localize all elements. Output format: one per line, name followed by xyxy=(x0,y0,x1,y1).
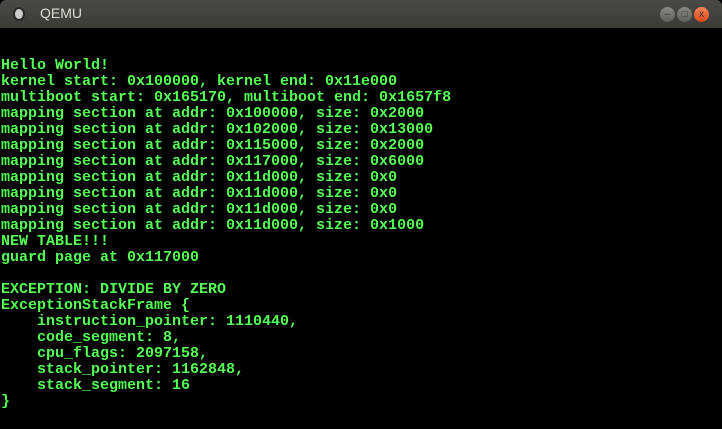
console-line: mapping section at addr: 0x11d000, size:… xyxy=(1,217,425,234)
console-line: Hello World! xyxy=(1,57,110,74)
window-title: QEMU xyxy=(40,5,82,21)
console-line: ExceptionStackFrame { xyxy=(1,297,191,314)
console-line xyxy=(1,266,451,282)
console-line: mapping section at addr: 0x115000, size:… xyxy=(1,137,425,154)
console-line: mapping section at addr: 0x11d000, size:… xyxy=(1,201,398,218)
close-button[interactable]: x xyxy=(694,7,709,22)
maximize-button[interactable]: □ xyxy=(677,7,692,22)
console-line: kernel start: 0x100000, kernel end: 0x11… xyxy=(1,73,398,90)
console-line: stack_segment: 16 xyxy=(1,377,191,394)
minimize-button[interactable]: – xyxy=(660,7,675,22)
console-line: multiboot start: 0x165170, multiboot end… xyxy=(1,89,452,106)
console-line: mapping section at addr: 0x100000, size:… xyxy=(1,105,425,122)
console-line: EXCEPTION: DIVIDE BY ZERO xyxy=(1,281,227,298)
console-line: cpu_flags: 2097158, xyxy=(1,345,209,362)
console-line: NEW TABLE!!! xyxy=(1,233,110,250)
console-line: guard page at 0x117000 xyxy=(1,249,200,266)
vm-screen[interactable]: Hello World! kernel start: 0x100000, kern… xyxy=(0,28,722,429)
console-output: Hello World! kernel start: 0x100000, kern… xyxy=(1,58,451,410)
console-line: mapping section at addr: 0x102000, size:… xyxy=(1,121,434,138)
title-bar[interactable]: QEMU – □ x xyxy=(0,0,722,28)
qemu-app-icon xyxy=(15,9,23,19)
console-line: } xyxy=(1,393,11,410)
console-line: stack_pointer: 1162848, xyxy=(1,361,245,378)
console-line: mapping section at addr: 0x11d000, size:… xyxy=(1,185,398,202)
console-line: mapping section at addr: 0x11d000, size:… xyxy=(1,169,398,186)
console-line: mapping section at addr: 0x117000, size:… xyxy=(1,153,425,170)
console-line: code_segment: 8, xyxy=(1,329,182,346)
console-line: instruction_pointer: 1110440, xyxy=(1,313,299,330)
